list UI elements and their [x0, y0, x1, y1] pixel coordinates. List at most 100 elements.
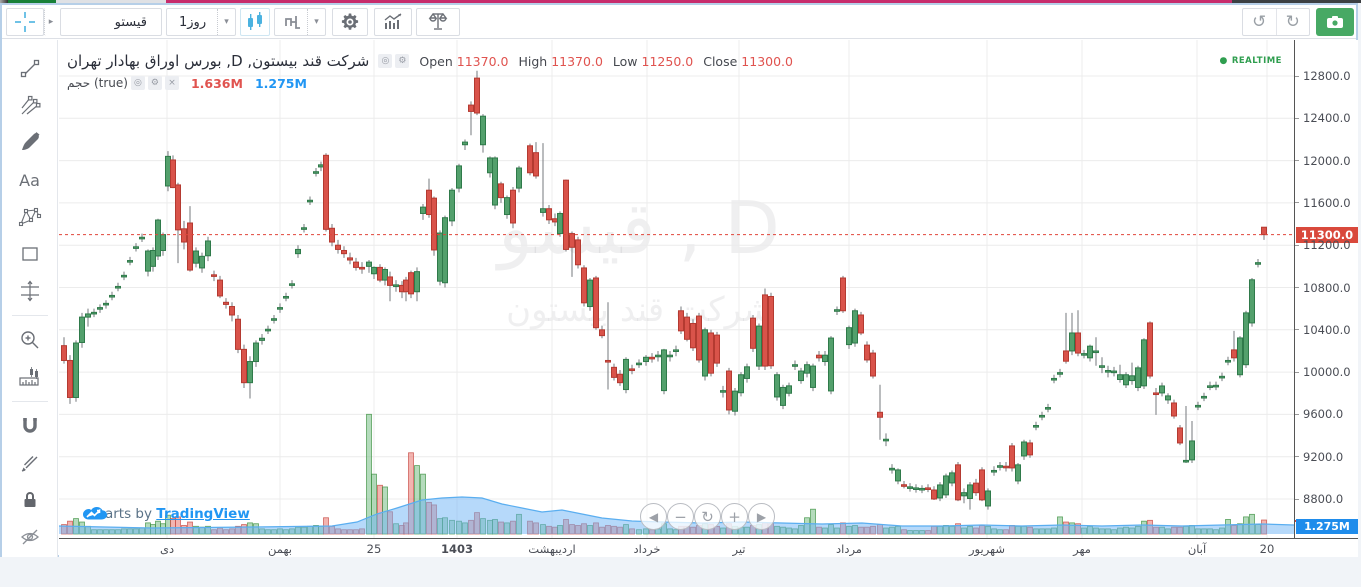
pattern-tool[interactable] [13, 200, 47, 234]
price-chart-svg[interactable] [59, 40, 1294, 538]
price-axis-label: 12800.0 [1303, 69, 1351, 83]
rectangle-icon [21, 247, 38, 261]
chart-pane[interactable]: قیسو , D شرکت قند بیستون شرکت قند بیستون… [59, 40, 1294, 538]
undo-button[interactable]: ↺ [1243, 9, 1277, 35]
time-axis-label: خرداد [633, 542, 661, 556]
toolbar-expand-arrow[interactable]: ▸ [44, 8, 57, 36]
redo-icon: ↻ [1285, 12, 1300, 32]
undo-icon: ↺ [1252, 12, 1267, 32]
price-tick [1295, 329, 1299, 331]
gear-icon [341, 13, 359, 30]
price-tick [1295, 498, 1299, 500]
magnifier-plus-icon [20, 331, 38, 349]
volume-ma-value: 1.275M [254, 75, 307, 91]
ohlc-open: Open 11370.0 [419, 53, 509, 69]
indicators-button[interactable] [374, 8, 412, 36]
price-axis[interactable]: 11300.0 1.275M 12800.0 12400.0 12000.0 1160… [1294, 40, 1358, 538]
ohlc-close: Close 11300.0 [703, 53, 793, 69]
time-axis-label: مهر [1073, 542, 1091, 556]
price-axis-label: 12400.0 [1303, 111, 1351, 126]
hide-drawings-tool[interactable] [13, 520, 47, 554]
symbol-legend-title: شرکت قند بیستون, D, بورس اوراق بهادار ته… [67, 52, 370, 70]
step-line-style-icon [285, 16, 300, 29]
window-top-strip [0, 0, 1361, 3]
compare-button[interactable] [416, 8, 460, 36]
chart-widget: ▸ قیستو 1روز ▾ ▾ [0, 3, 1358, 557]
settings-button[interactable] [332, 8, 368, 36]
volume-ma-tag: 1.275M [1296, 519, 1358, 535]
drawing-mode-tool[interactable] [13, 446, 47, 480]
trend-line-tool[interactable] [13, 52, 47, 86]
last-price-tag: 11300.0 [1296, 226, 1358, 243]
style-dropdown-arrow[interactable]: ▾ [307, 9, 325, 35]
zoom-out-button[interactable]: − [667, 503, 694, 530]
price-axis-label: 9600.0 [1303, 407, 1344, 422]
plus-icon: + [728, 507, 741, 526]
time-axis[interactable]: دی بهمن 25 1403 اردیبهشت خرداد تیر مرداد شهریور م… [59, 538, 1358, 557]
symbol-input[interactable]: قیستو [60, 8, 162, 36]
pitchfork-tool[interactable] [13, 89, 47, 123]
indicators-icon [384, 13, 402, 29]
ohlc-low: Low 11250.0 [612, 53, 694, 69]
measure-tool[interactable] [13, 360, 47, 394]
interval-dropdown-arrow[interactable]: ▾ [217, 9, 235, 35]
time-axis-label: 1403 [440, 542, 474, 556]
snapshot-button[interactable] [1316, 8, 1354, 36]
chart-nav-controls: ◀ − ↻ + ▶ [640, 503, 775, 530]
price-tick [1295, 75, 1299, 77]
drawing-toolbar: Aa [2, 40, 58, 557]
price-axis-label: 11600.0 [1303, 195, 1351, 210]
candlestick-style-button[interactable] [240, 8, 270, 36]
toolbar-separator [11, 315, 48, 316]
interval-select[interactable]: 1روز ▾ [166, 8, 236, 36]
zoom-in-tool[interactable] [13, 323, 47, 357]
close-icon[interactable]: × [164, 76, 179, 90]
scroll-right-button[interactable]: ▶ [748, 503, 775, 530]
chevron-right-icon: ▸ [48, 17, 54, 27]
scroll-left-button[interactable]: ◀ [640, 503, 667, 530]
undo-redo-group: ↺ ↻ [1242, 8, 1310, 36]
crosshair-icon [15, 12, 35, 32]
magnet-icon [22, 418, 37, 433]
text-tool[interactable]: Aa [13, 163, 47, 197]
brush-icon [21, 132, 39, 150]
position-tool[interactable] [13, 274, 47, 308]
magnet-tool[interactable] [13, 409, 47, 443]
left-arrow-icon: ◀ [648, 509, 659, 524]
eye-icon[interactable]: ◎ [130, 76, 145, 90]
gear-icon[interactable]: ⚙ [147, 76, 162, 90]
brush-tool[interactable] [13, 126, 47, 160]
lock-icon [24, 492, 35, 507]
lock-tool[interactable] [13, 483, 47, 517]
price-tick [1295, 244, 1299, 246]
scales-compare-icon [428, 12, 448, 30]
tradingview-logo-icon [83, 507, 107, 520]
reset-chart-button[interactable]: ↻ [694, 503, 721, 530]
gear-icon[interactable]: ⚙ [395, 54, 410, 68]
eye-icon[interactable]: ◎ [378, 54, 393, 68]
toolbar-separator [11, 401, 48, 402]
trend-line-icon [20, 59, 39, 78]
crosshair-tool-button[interactable] [6, 8, 44, 36]
minus-icon: − [674, 507, 687, 526]
price-axis-label: 9200.0 [1303, 449, 1344, 464]
pencil-lines-icon [21, 456, 37, 472]
charts-by-text: charts by TradingView [89, 506, 250, 522]
long-position-icon [20, 280, 39, 302]
redo-button[interactable]: ↻ [1277, 9, 1310, 35]
top-toolbar: ▸ قیستو 1روز ▾ ▾ [2, 5, 1356, 39]
bar-style-button[interactable]: ▾ [274, 8, 326, 36]
volume-legend-row: حجم (true) ◎ ⚙ × 1.636M 1.275M [67, 73, 793, 93]
shapes-tool[interactable] [13, 237, 47, 271]
ruler-icon [18, 367, 39, 386]
tradingview-attribution: charts by TradingView [81, 506, 250, 522]
zoom-in-button[interactable]: + [721, 503, 748, 530]
price-tick [1295, 160, 1299, 162]
price-axis-label: 10000.0 [1303, 365, 1351, 380]
volume-study-label: حجم (true) [67, 76, 128, 90]
price-axis-label: 12000.0 [1303, 153, 1351, 168]
tradingview-link[interactable]: TradingView [156, 506, 250, 522]
volume-value: 1.636M [190, 75, 243, 91]
realtime-badge: ● REALTIME [1219, 56, 1282, 66]
eye-off-icon [20, 529, 39, 545]
